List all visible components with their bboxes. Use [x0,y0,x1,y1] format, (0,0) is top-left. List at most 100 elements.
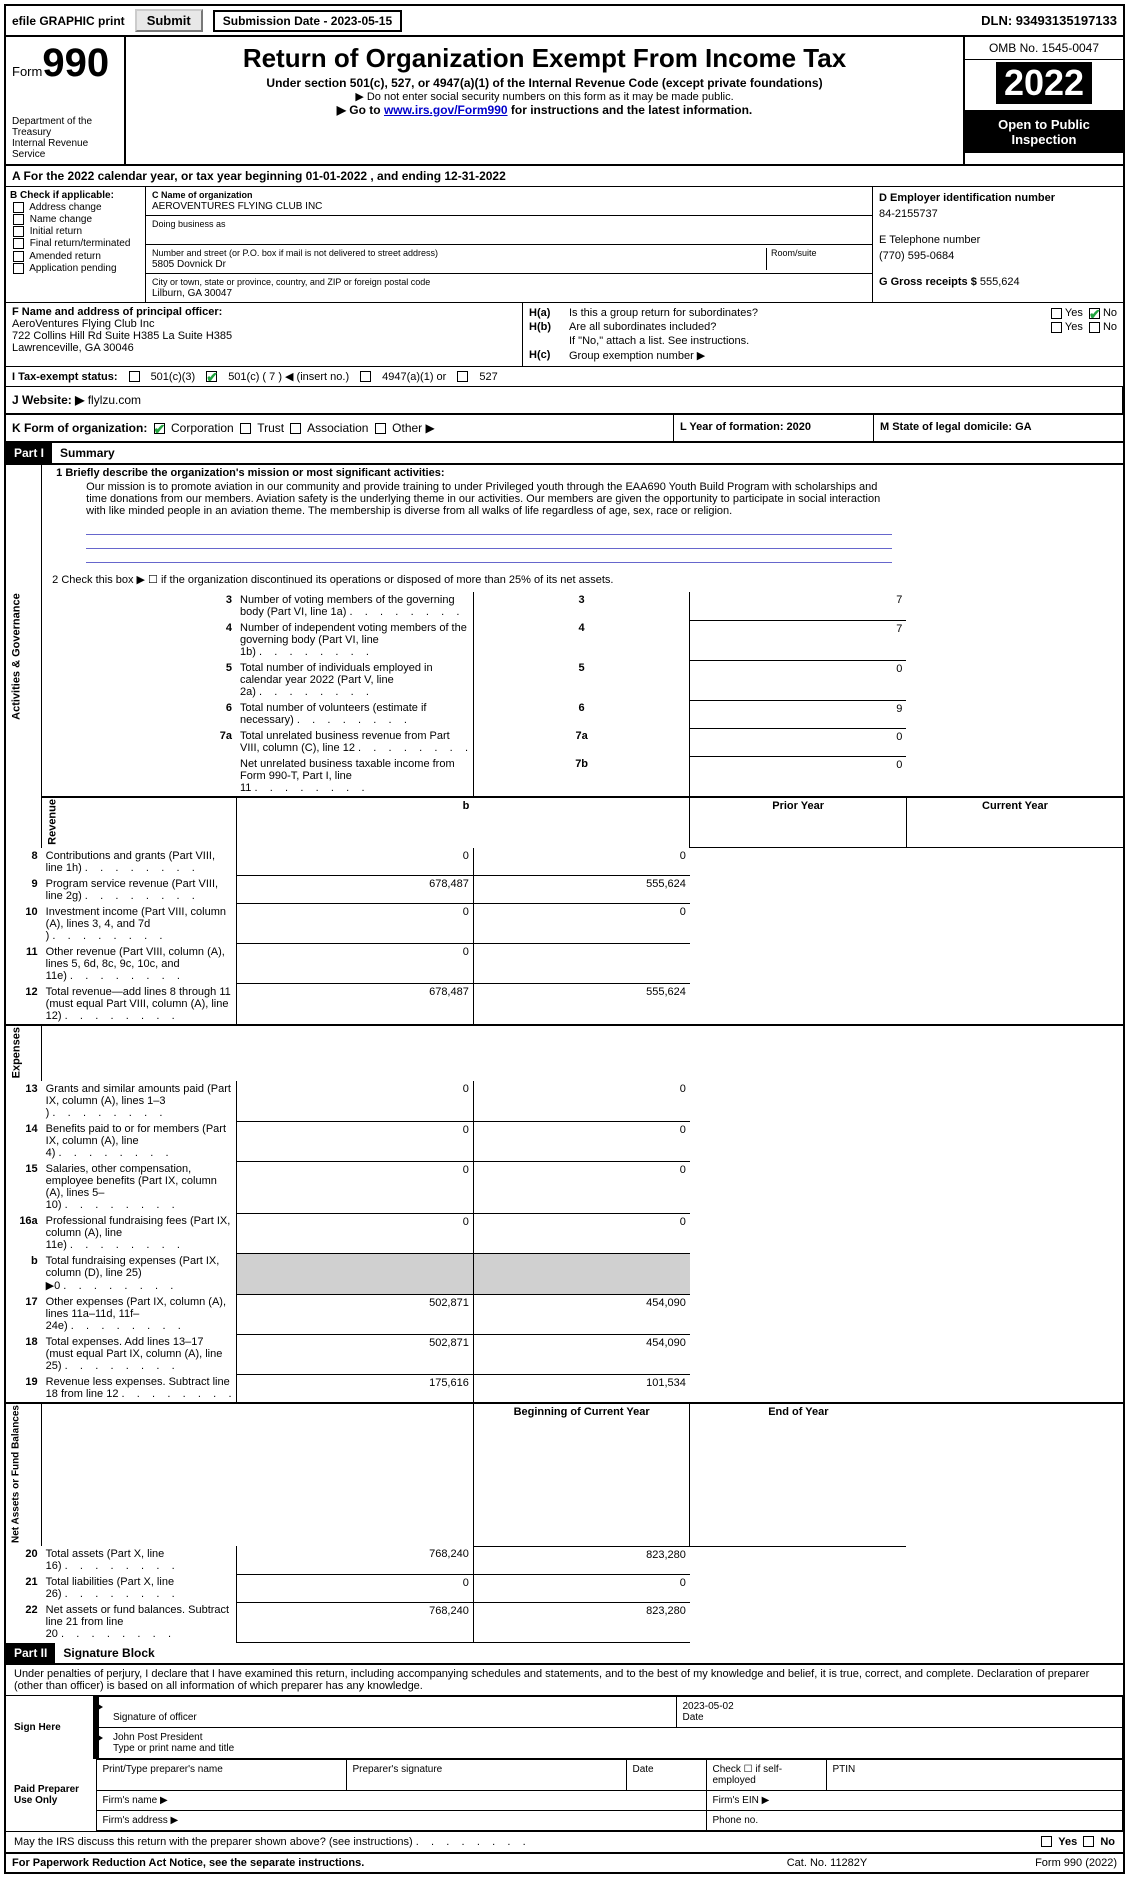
hb-note: If "No," attach a list. See instructions… [569,335,1117,347]
f-label: F Name and address of principal officer: [12,306,222,318]
part1-header: Part I Summary [6,443,1123,465]
section-de: D Employer identification number 84-2155… [873,187,1123,302]
line-text: Total expenses. Add lines 13–17 (must eq… [42,1334,236,1374]
hb-label: Are all subordinates included? [569,321,987,333]
k-other[interactable] [375,423,386,434]
line-a: A For the 2022 calendar year, or tax yea… [6,166,1123,187]
ha-label: Is this a group return for subordinates? [569,307,987,319]
prep-sig-label: Preparer's signature [346,1759,626,1790]
i-501c3[interactable] [129,371,140,382]
line-text: Net unrelated business taxable income fr… [236,756,473,797]
line-text: Investment income (Part VIII, column (A)… [42,904,236,944]
omb-number: OMB No. 1545-0047 [965,37,1123,60]
line-text: Total assets (Part X, line 16) [42,1546,236,1574]
prior-val: 502,871 [236,1294,473,1334]
firm-addr-label: Firm's address ▶ [96,1810,706,1830]
hc-label: Group exemption number ▶ [569,349,1117,362]
sig-date: 2023-05-02 [683,1701,734,1712]
prior-hdr: Prior Year [690,797,907,848]
line-text: Salaries, other compensation, employee b… [42,1161,236,1213]
line-text: Total number of individuals employed in … [236,660,473,700]
k-corp[interactable] [154,423,165,434]
curr-val: 555,624 [473,876,690,904]
exp-vlabel: Expenses [6,1025,42,1081]
prior-val: 678,487 [236,984,473,1025]
submit-button[interactable]: Submit [135,9,203,32]
check-name[interactable] [13,214,24,225]
sign-here-table: Sign Here Signature of officer 2023-05-0… [6,1696,1123,1759]
curr-val: 0 [473,904,690,944]
website: flylzu.com [88,393,141,407]
org-address: 5805 Dovnick Dr [152,259,226,270]
i-4947[interactable] [360,371,371,382]
hb-no[interactable] [1089,322,1100,333]
firm-ein-label: Firm's EIN ▶ [706,1790,1123,1810]
form-number: 990 [42,41,109,85]
mission-lines [46,519,902,565]
tax-year: 2022 [996,62,1092,104]
curr-val: 0 [473,1081,690,1121]
line-text: Total revenue—add lines 8 through 11 (mu… [42,984,236,1025]
gov-vlabel: Activities & Governance [6,465,42,848]
line-val: 9 [690,700,907,728]
section-f: F Name and address of principal officer:… [6,303,523,366]
paid-preparer-table: Paid Preparer Use Only Print/Type prepar… [6,1759,1123,1831]
part1-title: Summary [52,443,123,463]
net-vlabel: Net Assets or Fund Balances [6,1403,42,1546]
sign-here-label: Sign Here [6,1696,96,1758]
ha-no[interactable] [1089,308,1100,319]
dln: DLN: 93493135197133 [981,13,1117,28]
curr-val: 101,534 [473,1374,690,1403]
gross-label: G Gross receipts $ [879,276,977,288]
line-num: 19 [6,1374,42,1403]
line-text: Net assets or fund balances. Subtract li… [42,1602,236,1642]
officer-city: Lawrenceville, GA 30046 [12,342,134,354]
check-initial[interactable] [13,226,24,237]
firm-phone-label: Phone no. [706,1810,1123,1830]
line-num: 21 [6,1574,42,1602]
curr-val: 823,280 [473,1602,690,1642]
check-address[interactable] [13,202,24,213]
irs-link[interactable]: www.irs.gov/Form990 [384,103,508,117]
line-num: 11 [6,944,42,984]
discuss-row: May the IRS discuss this return with the… [6,1831,1123,1852]
org-name: AEROVENTURES FLYING CLUB INC [152,201,322,212]
ha-yes[interactable] [1051,308,1062,319]
line-text: Program service revenue (Part VIII, line… [42,876,236,904]
line-i: I Tax-exempt status: 501(c)(3) 501(c) ( … [6,367,1123,387]
discuss-no[interactable] [1083,1836,1094,1847]
mission-label: 1 Briefly describe the organization's mi… [46,467,902,479]
check-final[interactable] [13,238,24,249]
sig-officer-label: Signature of officer [113,1712,197,1723]
curr-val: 0 [473,848,690,876]
form-ref: Form 990 (2022) [937,1857,1117,1869]
footer: For Paperwork Reduction Act Notice, see … [6,1852,1123,1872]
form-title: Return of Organization Exempt From Incom… [130,41,959,76]
phone-label: E Telephone number [879,232,1117,248]
mission-text: Our mission is to promote aviation in ou… [46,479,902,519]
phone-value: (770) 595-0684 [879,248,1117,264]
curr-val: 0 [473,1213,690,1253]
curr-val: 823,280 [473,1546,690,1574]
officer-addr: 722 Collins Hill Rd Suite H385 La Suite … [12,330,232,342]
check-pending[interactable] [13,263,24,274]
addr-label: Number and street (or P.O. box if mail i… [152,248,438,258]
i-501c[interactable] [206,371,217,382]
gross-value: 555,624 [980,276,1020,288]
k-assoc[interactable] [290,423,301,434]
hb-yes[interactable] [1051,322,1062,333]
summary-table: Activities & Governance 1 Briefly descri… [6,465,1123,1643]
section-b: B Check if applicable: Address change Na… [6,187,146,302]
curr-val: 454,090 [473,1334,690,1374]
line-num [42,756,236,797]
discuss-yes[interactable] [1041,1836,1052,1847]
line-num: 12 [6,984,42,1025]
line-text: Total unrelated business revenue from Pa… [236,728,473,756]
check-amended[interactable] [13,251,24,262]
self-emp-label: Check ☐ if self-employed [706,1759,826,1790]
line-code: 7a [473,728,690,756]
k-trust[interactable] [240,423,251,434]
i-527[interactable] [457,371,468,382]
org-city: Lilburn, GA 30047 [152,288,232,299]
prior-val: 0 [236,904,473,944]
